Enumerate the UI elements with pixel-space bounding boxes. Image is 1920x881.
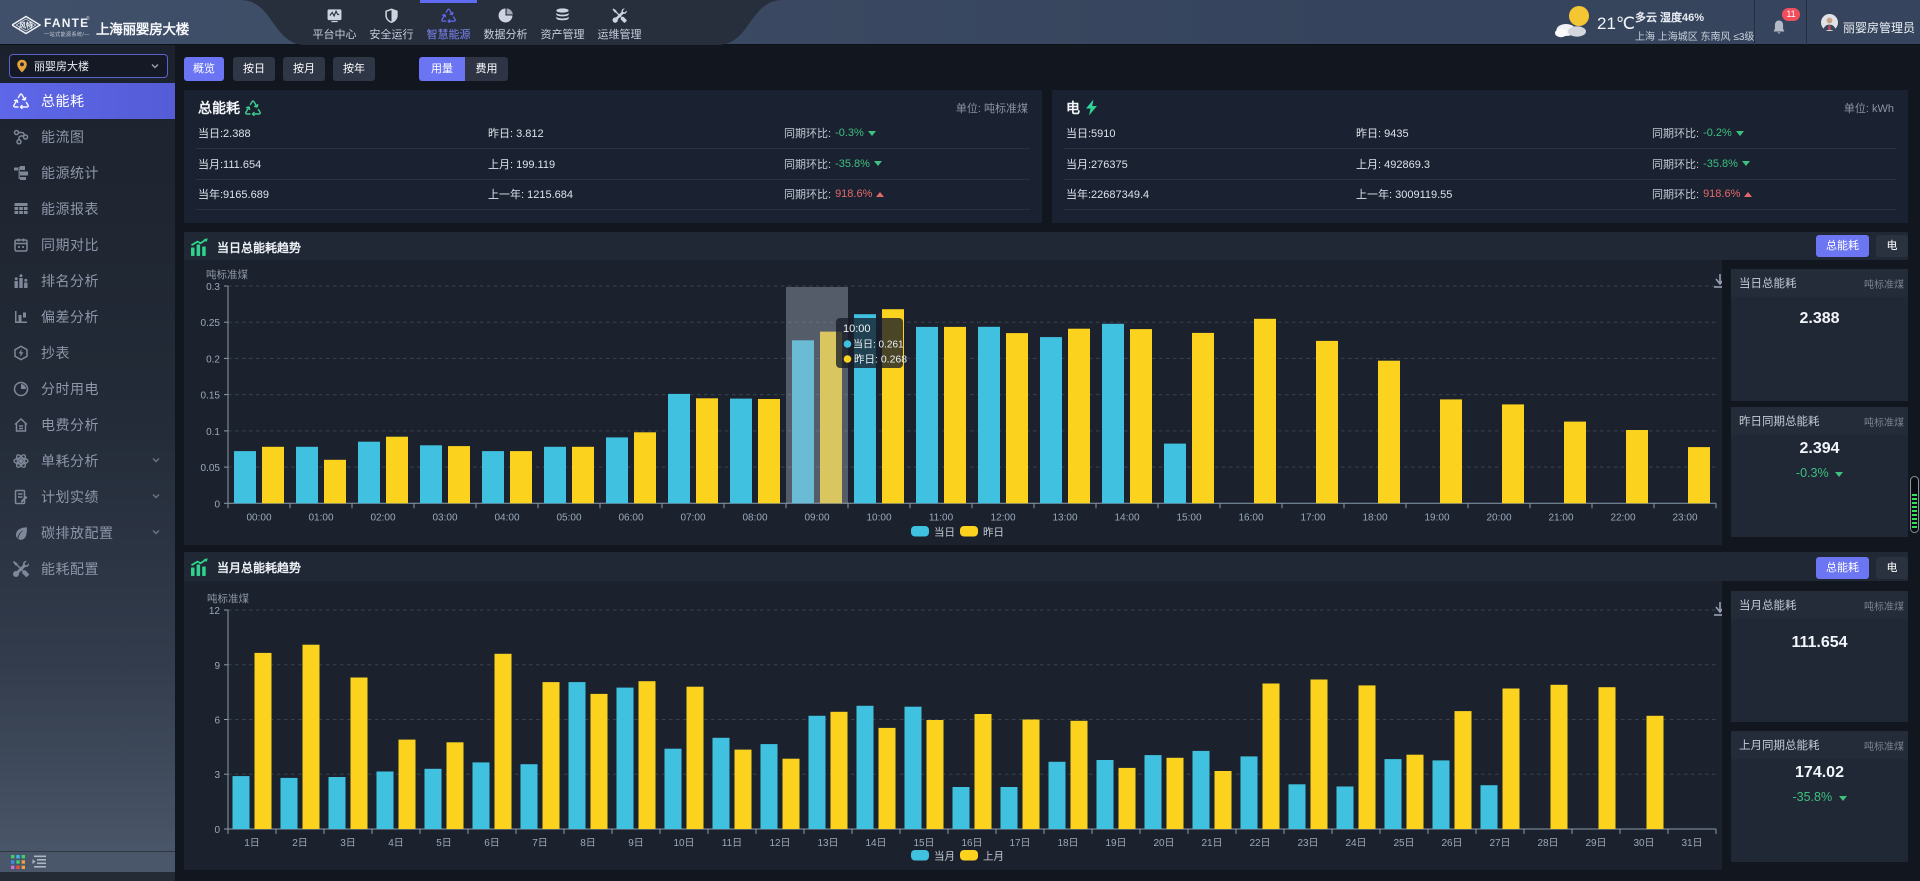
svg-text:23:00: 23:00	[1672, 512, 1697, 523]
svg-text:0.2: 0.2	[206, 354, 220, 365]
svg-text:0.3: 0.3	[206, 282, 220, 293]
svg-text:11:00: 11:00	[929, 512, 954, 523]
svg-text:一站式能源系统/—: 一站式能源系统/—	[44, 30, 90, 38]
svg-text:0: 0	[214, 825, 220, 836]
svg-text:FANTE: FANTE	[44, 16, 89, 30]
svg-text:12日: 12日	[769, 838, 790, 849]
svg-text:09:00: 09:00	[804, 512, 829, 523]
svg-text:吨标准煤: 吨标准煤	[206, 268, 248, 281]
svg-text:13日: 13日	[817, 838, 838, 849]
svg-text:20日: 20日	[1153, 838, 1174, 849]
svg-text:15日: 15日	[913, 838, 934, 849]
svg-text:0.15: 0.15	[201, 391, 221, 402]
svg-text:18:00: 18:00	[1362, 512, 1387, 523]
svg-text:16日: 16日	[961, 838, 982, 849]
svg-text:29日: 29日	[1585, 838, 1606, 849]
svg-text:1日: 1日	[244, 838, 260, 849]
svg-text:01:00: 01:00	[308, 512, 333, 523]
svg-text:31日: 31日	[1681, 838, 1702, 849]
svg-text:当月: 当月	[934, 850, 955, 863]
svg-text:13:00: 13:00	[1052, 512, 1077, 523]
svg-text:10:00: 10:00	[843, 323, 871, 335]
svg-text:®: ®	[86, 15, 90, 22]
svg-text:22日: 22日	[1249, 838, 1270, 849]
svg-text:吨标准煤: 吨标准煤	[207, 592, 249, 605]
svg-text:0.05: 0.05	[201, 463, 221, 474]
svg-text:04:00: 04:00	[494, 512, 519, 523]
svg-text:10日: 10日	[673, 838, 694, 849]
svg-text:03:00: 03:00	[432, 512, 457, 523]
svg-text:4日: 4日	[388, 838, 404, 849]
svg-text:19:00: 19:00	[1424, 512, 1449, 523]
svg-text:30日: 30日	[1633, 838, 1654, 849]
svg-text:21:00: 21:00	[1548, 512, 1573, 523]
svg-text:17:00: 17:00	[1300, 512, 1325, 523]
svg-text:8日: 8日	[580, 838, 596, 849]
svg-text:昨日: 0.268: 昨日: 0.268	[854, 354, 907, 366]
svg-text:上月: 上月	[983, 851, 1004, 863]
svg-text:当日: 0.261: 当日: 0.261	[853, 338, 904, 351]
svg-text:15:00: 15:00	[1176, 512, 1201, 523]
svg-text:6: 6	[214, 716, 220, 727]
svg-text:19日: 19日	[1105, 838, 1126, 849]
svg-text:20:00: 20:00	[1486, 512, 1511, 523]
svg-text:3日: 3日	[340, 838, 356, 849]
svg-text:14日: 14日	[865, 838, 886, 849]
svg-text:3: 3	[214, 770, 220, 781]
svg-text:12: 12	[209, 606, 221, 617]
svg-text:9日: 9日	[628, 838, 644, 849]
svg-text:5日: 5日	[436, 838, 452, 849]
svg-text:10:00: 10:00	[866, 512, 891, 523]
svg-text:24日: 24日	[1345, 838, 1366, 849]
svg-text:17日: 17日	[1009, 838, 1030, 849]
svg-text:11日: 11日	[722, 838, 742, 849]
svg-text:0.25: 0.25	[201, 318, 221, 329]
svg-text:21日: 21日	[1201, 838, 1222, 849]
svg-text:28日: 28日	[1537, 838, 1558, 849]
svg-text:02:00: 02:00	[370, 512, 395, 523]
svg-text:18日: 18日	[1057, 838, 1078, 849]
svg-text:12:00: 12:00	[990, 512, 1015, 523]
svg-text:当日: 当日	[934, 526, 955, 539]
svg-text:14:00: 14:00	[1114, 512, 1139, 523]
svg-text:0: 0	[214, 499, 220, 510]
svg-text:26日: 26日	[1441, 838, 1462, 849]
svg-text:05:00: 05:00	[556, 512, 581, 523]
svg-text:16:00: 16:00	[1238, 512, 1263, 523]
svg-text:风特: 风特	[19, 21, 33, 30]
svg-text:2日: 2日	[292, 838, 308, 849]
svg-text:08:00: 08:00	[742, 512, 767, 523]
svg-text:27日: 27日	[1489, 838, 1510, 849]
svg-text:0.1: 0.1	[206, 427, 220, 438]
svg-text:6日: 6日	[484, 838, 500, 849]
svg-text:07:00: 07:00	[680, 512, 705, 523]
svg-text:25日: 25日	[1393, 838, 1414, 849]
svg-text:昨日: 昨日	[983, 527, 1004, 539]
svg-text:9: 9	[214, 661, 220, 672]
svg-text:23日: 23日	[1297, 838, 1318, 849]
svg-text:7日: 7日	[532, 838, 548, 849]
svg-text:06:00: 06:00	[618, 512, 643, 523]
svg-text:00:00: 00:00	[246, 512, 271, 523]
svg-text:22:00: 22:00	[1610, 512, 1635, 523]
